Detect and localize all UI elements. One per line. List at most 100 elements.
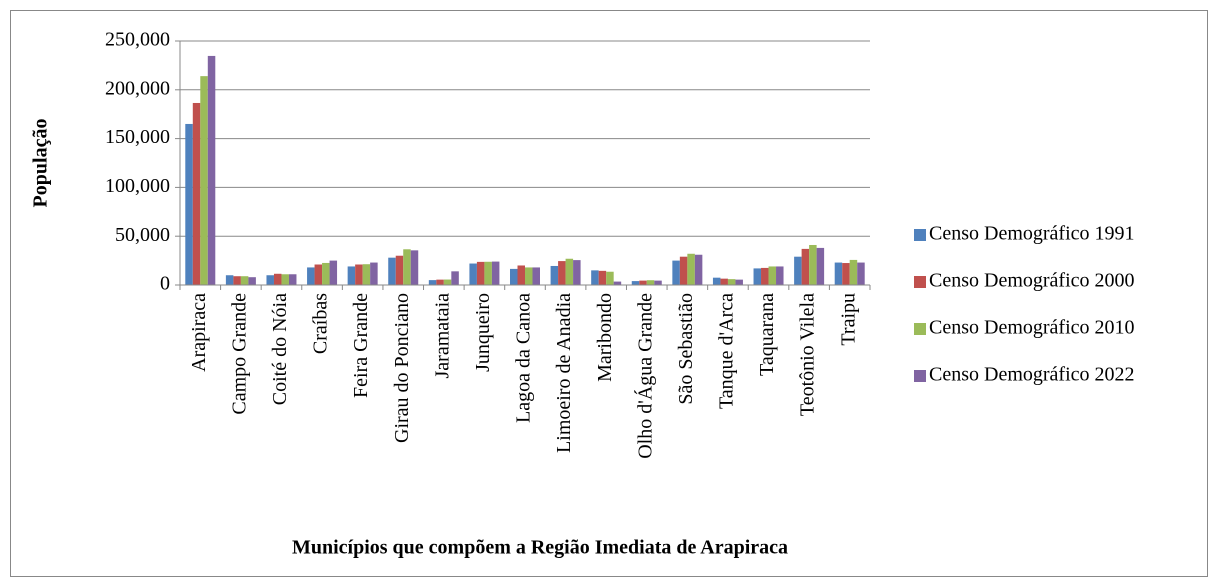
x-tick-label: Maribondo [594,293,616,382]
bar [672,260,680,285]
bar [857,262,865,285]
bar [207,55,216,285]
x-tick-label: Jaramataia [431,293,453,379]
bar [403,249,411,285]
bar [679,256,688,285]
bar [329,260,338,285]
bar [510,268,518,285]
bar [288,274,297,285]
bar [185,123,193,286]
bar [606,271,614,285]
x-axis-title: Municípios que compõem a Região Imediata… [292,537,788,559]
x-tick-label: Girau do Ponciano [391,293,413,443]
bar [266,275,274,285]
bar [687,253,695,285]
x-tick-label: São Sebastião [675,293,697,405]
legend-label: Censo Demográfico 2022 [929,364,1135,386]
x-tick-label: Traipu [837,293,859,346]
bar [801,248,810,285]
bar [654,280,662,285]
bar [809,244,817,285]
x-tick-label: Limoeiro de Anadia [553,293,575,453]
bar [428,280,437,285]
y-axis-title: População [30,119,52,208]
bar [370,262,378,285]
bar [558,261,566,285]
bar [573,260,581,285]
bar [307,267,315,285]
legend-swatch [914,323,926,335]
legend-swatch [914,370,926,382]
bar [727,279,736,285]
y-tick-label: 250,000 [105,29,170,51]
bar [322,262,330,285]
x-tick-label: Arapiraca [188,293,210,372]
bar [469,263,477,285]
bar [491,261,500,285]
y-tick-label: 150,000 [105,126,170,148]
bar [281,274,289,285]
y-tick-label: 0 [160,273,170,295]
bar [735,279,743,285]
legend-swatch [914,229,926,241]
bar [388,257,396,285]
bar [355,264,363,285]
bar [776,266,784,285]
bar [753,268,762,285]
bar [347,266,356,285]
x-tick-label: Teotônio Vilela [797,293,819,416]
bar [200,76,208,285]
bar [720,278,728,285]
bar [639,280,647,285]
bar [192,102,201,285]
y-tick-label: 50,000 [115,224,170,246]
bar [834,262,843,285]
bar [484,261,492,285]
x-tick-label: Campo Grande [228,293,250,415]
bar [646,280,655,285]
y-tick-label: 100,000 [105,175,170,197]
x-tick-label: Taquarana [756,293,778,376]
bar [550,265,559,285]
x-tick-label: Lagoa da Canoa [513,293,535,423]
bar [451,271,459,285]
bar [476,261,485,285]
bar [694,254,703,285]
bar [517,265,525,285]
bar [314,264,323,285]
x-tick-label: Olho d'Água Grande [633,293,656,459]
bar [712,277,721,285]
bar [443,279,452,285]
x-tick-label: Junqueiro [472,293,494,372]
bar [248,277,256,285]
bar [410,250,419,285]
bar [395,255,404,285]
x-tick-label: Coité do Nóia [269,293,291,405]
legend-swatch [914,276,926,288]
bar [613,281,622,285]
bar [225,275,234,285]
bar [849,259,858,285]
bar [240,276,249,285]
legend-label: Censo Demográfico 2000 [929,270,1135,292]
legend-label: Censo Demográfico 2010 [929,317,1135,339]
bar [273,273,282,285]
bar [532,267,540,285]
bar [842,263,850,285]
bar [761,267,769,285]
legend-label: Censo Demográfico 1991 [929,223,1135,245]
bar [233,276,241,285]
bar [816,247,825,285]
bar [598,270,607,285]
x-tick-label: Feira Grande [350,293,372,398]
bar [591,270,599,285]
bar [768,266,777,285]
bar [794,256,802,285]
bar [565,258,574,285]
x-tick-label: Tanque d'Arca [716,293,738,409]
bar [525,267,533,285]
bar [436,279,444,285]
x-tick-label: Craíbas [310,293,332,354]
y-tick-label: 200,000 [105,77,170,99]
